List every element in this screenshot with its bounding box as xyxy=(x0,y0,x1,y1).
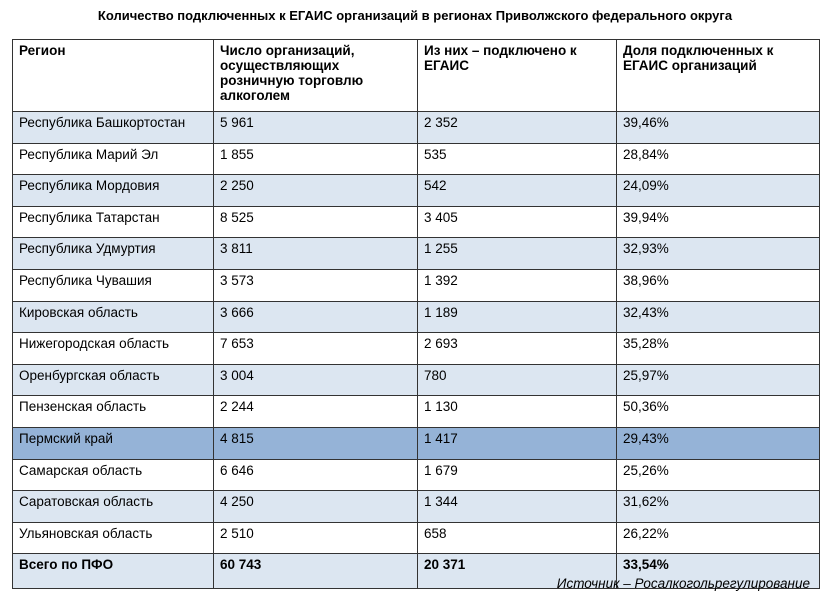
column-header: Из них – подключено к ЕГАИС xyxy=(417,39,617,112)
table-cell: 50,36% xyxy=(616,395,820,428)
table-row: Кировская область 3 666 1 189 32,43% xyxy=(12,300,820,334)
table-cell: Саратовская область xyxy=(12,490,214,523)
column-header: Регион xyxy=(12,39,214,112)
table-cell: Республика Мордовия xyxy=(12,174,214,207)
table-cell: Республика Чувашия xyxy=(12,268,214,302)
table-row: Саратовская область 4 250 1 344 31,62% xyxy=(12,490,820,523)
table-row: Республика Марий Эл 1 855 535 28,84% xyxy=(12,142,820,176)
table-cell: 8 525 xyxy=(213,205,418,239)
column-header: Доля подключенных к ЕГАИС организаций xyxy=(616,39,820,112)
source-note: Источник – Росалкогольрегулирование xyxy=(556,576,810,591)
table-cell: 25,26% xyxy=(616,458,820,492)
table-cell: 25,97% xyxy=(616,363,820,397)
table-row: Ульяновская область 2 510 658 26,22% xyxy=(12,521,820,555)
table-cell: 3 811 xyxy=(213,237,418,270)
title: Количество подключенных к ЕГАИС организа… xyxy=(97,8,733,23)
header-row: Регион Число организаций, осуществляющих … xyxy=(12,39,820,112)
table-row: Самарская область 6 646 1 679 25,26% xyxy=(12,458,820,492)
table-cell: 2 244 xyxy=(213,395,418,428)
table-cell: 4 815 xyxy=(213,426,418,460)
table-cell: 2 250 xyxy=(213,174,418,207)
table-cell: Ульяновская область xyxy=(12,521,214,555)
table-cell: 1 255 xyxy=(417,237,617,270)
table-cell: 26,22% xyxy=(616,521,820,555)
table-row: Республика Мордовия 2 250 542 24,09% xyxy=(12,174,820,207)
table-row: Оренбургская область 3 004 780 25,97% xyxy=(12,363,820,397)
table-cell: 29,43% xyxy=(616,426,820,460)
table-cell: 780 xyxy=(417,363,617,397)
table-cell: Самарская область xyxy=(12,458,214,492)
table-cell: 1 417 xyxy=(417,426,617,460)
table-cell: 1 679 xyxy=(417,458,617,492)
table-cell: Пензенская область xyxy=(12,395,214,428)
total-row: Всего по ПФО 60 743 20 371 33,54% xyxy=(12,553,820,590)
table-row: Республика Башкортостан 5 961 2 352 39,46% xyxy=(12,111,820,144)
table-cell: 4 250 xyxy=(213,490,418,523)
table-cell: 5 961 xyxy=(213,111,418,144)
table-cell: 3 004 xyxy=(213,363,418,397)
table-cell: Республика Марий Эл xyxy=(12,142,214,176)
table-cell: 1 344 xyxy=(417,490,617,523)
table-cell: Республика Татарстан xyxy=(12,205,214,239)
table-row: Республика Чувашия 3 573 1 392 38,96% xyxy=(12,268,820,302)
table-cell: 32,43% xyxy=(616,300,820,334)
table-cell: 2 352 xyxy=(417,111,617,144)
table-cell: Республика Удмуртия xyxy=(12,237,214,270)
table-row: Пермский край 4 815 1 417 29,43% xyxy=(12,426,820,460)
table-row: Пензенская область 2 244 1 130 50,36% xyxy=(12,395,820,428)
total-cell: 60 743 xyxy=(213,553,418,590)
table-cell: 39,46% xyxy=(616,111,820,144)
total-cell: 20 371 xyxy=(417,553,617,590)
table-row: Нижегородская область 7 653 2 693 35,28% xyxy=(12,332,820,365)
table-cell: 1 855 xyxy=(213,142,418,176)
table-cell: 28,84% xyxy=(616,142,820,176)
table-cell: 3 666 xyxy=(213,300,418,334)
table-cell: 3 405 xyxy=(417,205,617,239)
table-cell: 1 189 xyxy=(417,300,617,334)
table-cell: Пермский край xyxy=(12,426,214,460)
table-cell: 39,94% xyxy=(616,205,820,239)
table-cell: Оренбургская область xyxy=(12,363,214,397)
table-cell: 38,96% xyxy=(616,268,820,302)
total-cell: 33,54% xyxy=(616,553,820,590)
table-cell: 32,93% xyxy=(616,237,820,270)
table-cell: 2 693 xyxy=(417,332,617,365)
table-cell: 2 510 xyxy=(213,521,418,555)
table-cell: 658 xyxy=(417,521,617,555)
table-cell: 1 130 xyxy=(417,395,617,428)
table-row: Республика Удмуртия 3 811 1 255 32,93% xyxy=(12,237,820,270)
data-table: Регион Число организаций, осуществляющих … xyxy=(12,39,820,590)
table-cell: 1 392 xyxy=(417,268,617,302)
table-cell: 7 653 xyxy=(213,332,418,365)
table-row: Республика Татарстан 8 525 3 405 39,94% xyxy=(12,205,820,239)
table-cell: 31,62% xyxy=(616,490,820,523)
table-cell: Республика Башкортостан xyxy=(12,111,214,144)
total-cell: Всего по ПФО xyxy=(12,553,214,590)
table-cell: 35,28% xyxy=(616,332,820,365)
table-cell: 3 573 xyxy=(213,268,418,302)
table-cell: 6 646 xyxy=(213,458,418,492)
table-cell: Кировская область xyxy=(12,300,214,334)
table-cell: 542 xyxy=(417,174,617,207)
table-cell: Нижегородская область xyxy=(12,332,214,365)
table-cell: 24,09% xyxy=(616,174,820,207)
column-header: Число организаций, осуществляющих рознич… xyxy=(213,39,418,112)
table-cell: 535 xyxy=(417,142,617,176)
